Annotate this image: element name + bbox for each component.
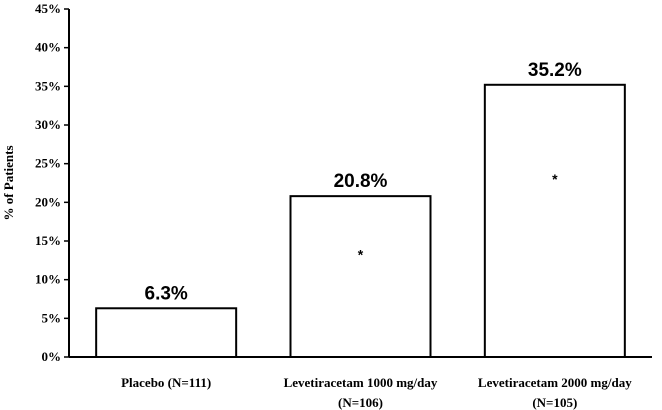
data-label-1: 6.3% (145, 283, 188, 304)
y-tick-label: 15% (35, 233, 61, 248)
y-tick-label: 45% (35, 1, 61, 16)
category-label-levetiracetam-2000-mg-day: (N=105) (532, 395, 577, 410)
y-tick-label: 20% (35, 194, 61, 209)
data-label-3: 35.2% (528, 60, 582, 81)
bar-1 (95, 307, 238, 358)
bars-group (95, 83, 626, 359)
y-tick-label: 35% (35, 78, 61, 93)
significance-marker: * (358, 247, 364, 263)
category-label-levetiracetam-1000-mg-day: Levetiracetam 1000 mg/day (284, 375, 438, 390)
y-axis-label: % of Patients (1, 145, 16, 220)
y-axis-ticks: 0% 5% 10% 15% 20% 25% 30% 35% 40% 45% (35, 1, 69, 364)
y-tick-label: 30% (35, 117, 61, 132)
data-label-2: 20.8% (334, 171, 388, 192)
y-tick-label: 25% (35, 156, 61, 171)
y-tick-label: 0% (42, 349, 62, 364)
category-label-levetiracetam-2000-mg-day: Levetiracetam 2000 mg/day (478, 375, 632, 390)
significance-marker: * (552, 171, 558, 187)
y-tick-label: 10% (35, 272, 61, 287)
data-labels-group: 6.3% 20.8% * 35.2% * (145, 60, 582, 304)
category-label-placebo-n-111: Placebo (N=111) (121, 375, 211, 390)
bar-2 (289, 195, 432, 358)
y-tick-label: 5% (42, 310, 62, 325)
y-tick-label: 40% (35, 40, 61, 55)
category-label-levetiracetam-1000-mg-day: (N=106) (338, 395, 383, 410)
category-labels-group: Placebo (N=111) Levetiracetam 1000 mg/day… (121, 375, 632, 410)
bar-3 (483, 83, 626, 359)
